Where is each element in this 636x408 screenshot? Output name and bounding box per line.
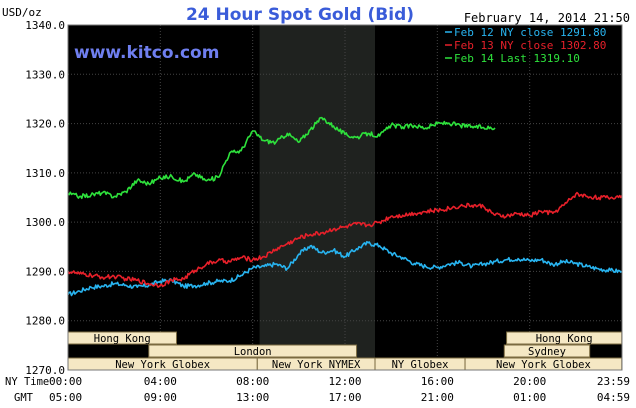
legend-entry: Feb 12 NY close 1291.80 <box>454 26 606 39</box>
y-tick-label: 1300.0 <box>25 216 65 229</box>
series-line-feb13 <box>67 191 623 288</box>
y-tick-label: 1310.0 <box>25 167 65 180</box>
x-tick-label: 17:00 <box>328 391 361 404</box>
x-tick-label: 16:00 <box>421 375 454 388</box>
session-label: Hong Kong <box>94 333 151 345</box>
legend-entry: Feb 14 Last 1319.10 <box>454 52 580 65</box>
y-axis-ticks: 1340.0 1330.0 1320.0 1310.0 1300.0 1290.0 1280… <box>25 19 65 377</box>
session-box <box>148 344 358 358</box>
y-tick-label: 1320.0 <box>25 118 65 131</box>
series-lines <box>67 116 623 297</box>
x-tick-label: 08:00 <box>236 375 269 388</box>
x-axis-ticks: NY Time 00:00 04:00 08:00 12:00 16:00 20:00 23:… <box>5 375 630 404</box>
session-label: London <box>234 346 272 358</box>
nymex-session-shade <box>259 25 376 370</box>
y-tick-label: 1330.0 <box>25 68 65 81</box>
x-axis-row-label: NY Time <box>5 376 49 388</box>
x-tick-label: 04:59 <box>597 391 630 404</box>
y-tick-label: 1270.0 <box>25 364 65 377</box>
x-tick-label: 00:00 <box>49 375 82 388</box>
session-box <box>503 344 591 358</box>
session-label: New York Globex <box>496 359 591 371</box>
y-tick-label: 1280.0 <box>25 315 65 328</box>
session-label: Hong Kong <box>536 333 593 345</box>
x-tick-label: 04:00 <box>144 375 177 388</box>
y-tick-label: 1290.0 <box>25 265 65 278</box>
grid-lines <box>68 25 622 370</box>
session-label: New York NYMEX <box>272 359 361 371</box>
session-label: NY Globex <box>392 359 449 371</box>
x-tick-label: 13:00 <box>236 391 269 404</box>
x-tick-label: 09:00 <box>144 391 177 404</box>
plot-frame <box>67 24 623 371</box>
series-line-feb12 <box>67 240 623 297</box>
y-axis-label: USD/oz <box>2 6 42 19</box>
chart-date: February 14, 2014 21:50 <box>464 11 630 25</box>
watermark-text: www.kitco.com <box>74 43 219 63</box>
x-tick-label: 21:00 <box>421 391 454 404</box>
y-tick-label: 1340.0 <box>25 19 65 32</box>
market-sessions: Hong Kong London New York Globex New York N… <box>67 331 623 371</box>
series-line-feb14 <box>67 116 496 200</box>
x-tick-label: 12:00 <box>328 375 361 388</box>
x-axis-row-label: GMT <box>14 392 34 404</box>
legend-entry: Feb 13 NY close 1302.80 <box>454 39 606 52</box>
session-label: Sydney <box>528 346 566 358</box>
x-tick-label: 05:00 <box>49 391 82 404</box>
x-tick-label: 20:00 <box>513 375 546 388</box>
chart-title: 24 Hour Spot Gold (Bid) <box>186 5 414 25</box>
session-label: New York Globex <box>115 359 210 371</box>
x-tick-label: 01:00 <box>513 391 546 404</box>
x-tick-label: 23:59 <box>597 375 630 388</box>
